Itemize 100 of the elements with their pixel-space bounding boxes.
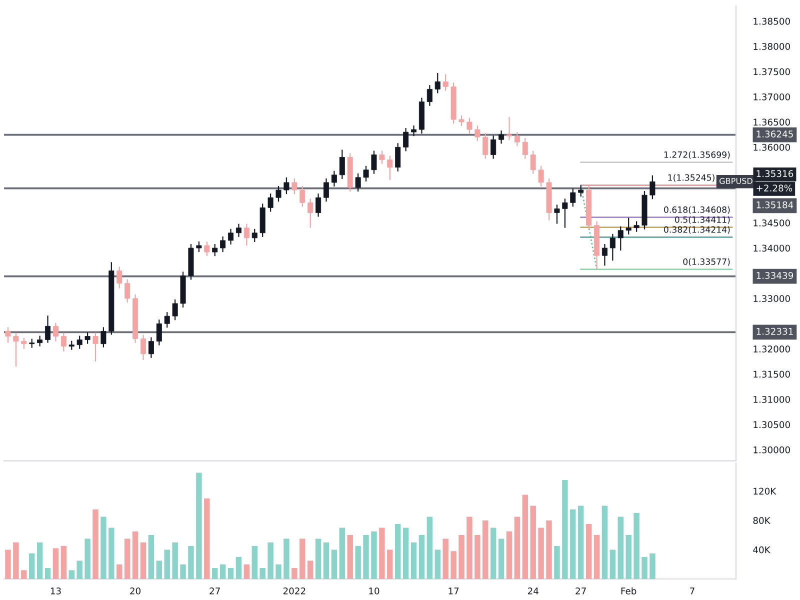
bar bbox=[28, 553, 35, 579]
bar bbox=[36, 542, 43, 579]
candlestick bbox=[164, 312, 170, 328]
text: 1.35316 bbox=[756, 170, 794, 178]
bar bbox=[5, 550, 11, 579]
bar bbox=[13, 542, 19, 579]
bar bbox=[458, 535, 464, 579]
candlestick bbox=[68, 340, 74, 350]
x-tick-label: 24 bbox=[528, 587, 538, 594]
candlestick bbox=[276, 185, 282, 202]
bar bbox=[148, 535, 154, 579]
y-tick-label: 1.31500 bbox=[754, 370, 790, 378]
x-tick-label: 17 bbox=[448, 588, 459, 594]
candlestick bbox=[60, 332, 66, 352]
bar bbox=[124, 538, 130, 579]
candlestick bbox=[37, 335, 43, 347]
candlestick bbox=[308, 198, 314, 228]
bar bbox=[379, 528, 385, 579]
candlestick bbox=[212, 243, 218, 257]
candlestick bbox=[387, 155, 393, 181]
candlestick bbox=[92, 332, 98, 362]
ref-line-label: 1.35184 bbox=[756, 201, 794, 208]
candlestick bbox=[339, 149, 345, 180]
series-label: 1(1.35245) bbox=[668, 174, 714, 182]
candlestick bbox=[196, 240, 202, 253]
candlestick bbox=[5, 326, 11, 344]
bar bbox=[650, 553, 656, 579]
bar bbox=[228, 568, 234, 579]
candlestick bbox=[148, 336, 154, 358]
bar bbox=[642, 557, 648, 579]
bar bbox=[21, 570, 27, 579]
series-label: 1.272(1.35699) bbox=[664, 151, 730, 159]
candlestick bbox=[371, 150, 377, 174]
candlestick bbox=[323, 178, 329, 202]
candlestick bbox=[602, 243, 608, 266]
bar bbox=[220, 564, 226, 579]
bar bbox=[156, 560, 162, 579]
bar bbox=[371, 531, 377, 579]
y-tick-label: 1.34500 bbox=[754, 219, 790, 226]
bar bbox=[204, 498, 210, 579]
ref-line-label: 1.32331 bbox=[756, 328, 793, 335]
bar bbox=[331, 550, 338, 579]
annotation: GBPUSD bbox=[720, 178, 752, 184]
candlestick bbox=[562, 198, 568, 228]
bar bbox=[52, 548, 59, 579]
y-tick-label: 1.38500 bbox=[754, 18, 790, 25]
bar bbox=[164, 550, 170, 579]
bar bbox=[610, 550, 616, 579]
candlestick bbox=[514, 132, 520, 147]
series-label: 0.5(1.34411) bbox=[674, 216, 730, 224]
candlestick bbox=[316, 193, 322, 218]
bar bbox=[434, 550, 440, 579]
bar bbox=[442, 538, 448, 579]
bar bbox=[426, 516, 433, 579]
y-tick-label: 1.37000 bbox=[754, 93, 790, 100]
x-tick-label: Feb bbox=[621, 587, 636, 594]
bar bbox=[586, 524, 592, 579]
candlestick bbox=[434, 72, 440, 94]
text: +2.28% bbox=[756, 184, 792, 192]
candlestick bbox=[474, 124, 480, 142]
candlestick bbox=[21, 337, 27, 350]
bar bbox=[92, 509, 98, 579]
bar bbox=[236, 557, 242, 579]
candlestick bbox=[538, 165, 544, 188]
candlestick bbox=[140, 334, 146, 361]
bar bbox=[578, 506, 584, 579]
bar bbox=[292, 568, 298, 579]
bar bbox=[626, 535, 632, 579]
bar bbox=[300, 538, 306, 579]
candlestick bbox=[116, 266, 122, 289]
bar bbox=[76, 560, 82, 579]
candlestick bbox=[411, 124, 417, 137]
bar bbox=[450, 551, 456, 579]
candlestick bbox=[204, 240, 210, 257]
y-tick-label: 1.30000 bbox=[754, 446, 790, 454]
bar bbox=[394, 524, 401, 579]
bar bbox=[116, 564, 122, 579]
series-label: 0.618(1.34608) bbox=[664, 206, 730, 214]
candlestick bbox=[100, 326, 106, 348]
candlestick bbox=[498, 130, 504, 144]
bar bbox=[188, 546, 194, 579]
bar bbox=[634, 513, 640, 579]
bar bbox=[323, 542, 330, 579]
candlestick bbox=[220, 236, 226, 253]
ref-line-label: 1.36245 bbox=[756, 130, 793, 138]
x-tick-label: 2022 bbox=[283, 587, 306, 594]
bar bbox=[196, 472, 202, 579]
candlestick bbox=[300, 185, 306, 208]
bar bbox=[180, 564, 186, 579]
bar bbox=[132, 531, 138, 579]
candlestick bbox=[634, 220, 640, 232]
bar bbox=[244, 564, 250, 579]
bar bbox=[44, 568, 51, 579]
candlestick bbox=[610, 233, 616, 262]
bar bbox=[594, 535, 600, 579]
candlestick bbox=[458, 114, 464, 127]
bar bbox=[602, 506, 608, 579]
candlestick bbox=[426, 84, 432, 106]
candlestick bbox=[482, 132, 488, 160]
bar bbox=[260, 568, 266, 579]
